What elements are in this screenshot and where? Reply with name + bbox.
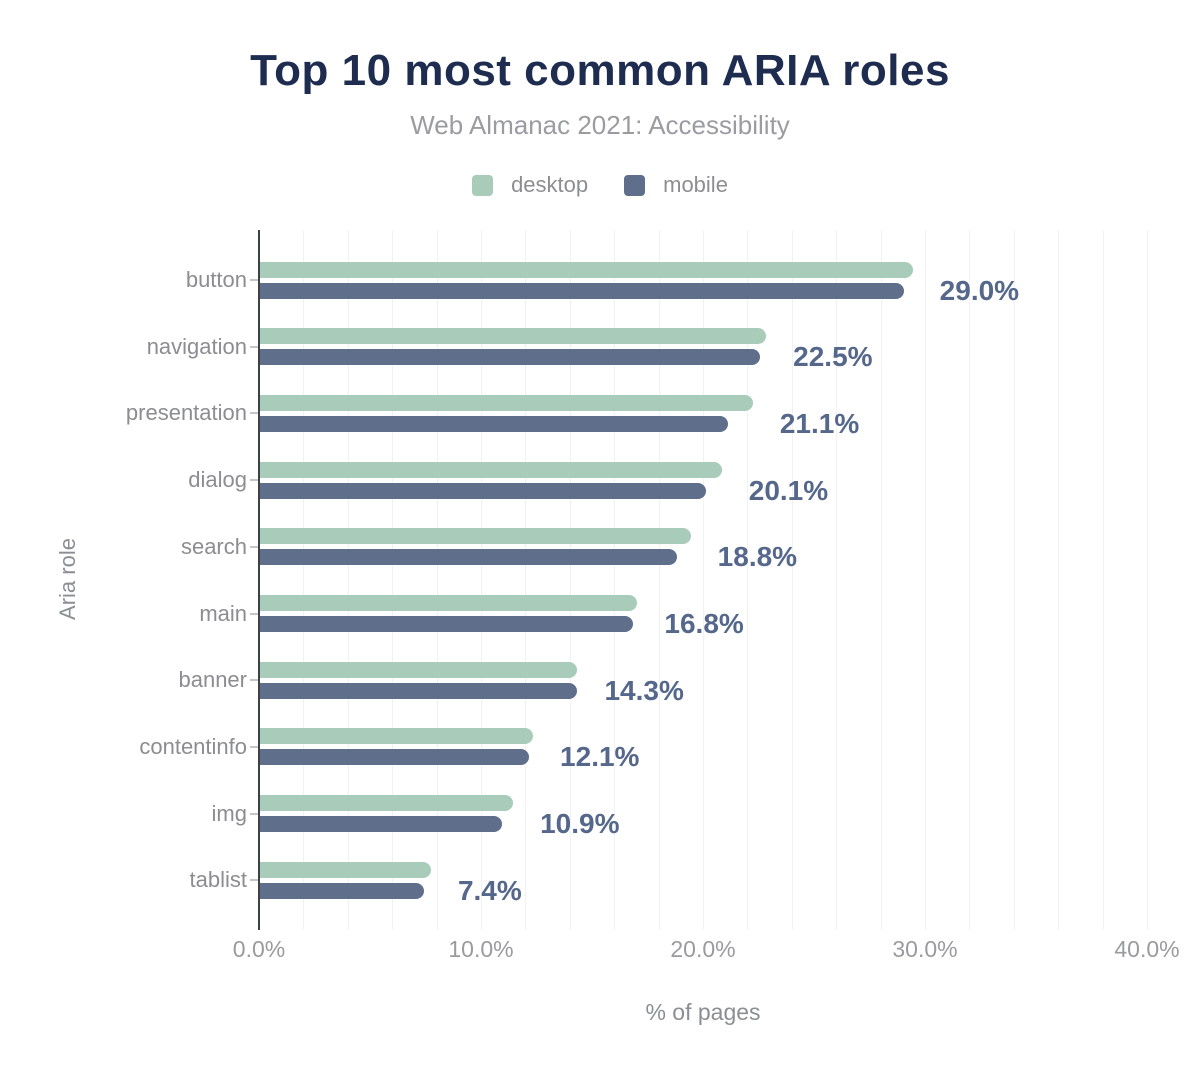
value-label: 7.4% <box>457 874 522 906</box>
category-tick <box>250 612 258 615</box>
value-label: 21.1% <box>779 407 860 439</box>
category-tick <box>250 745 258 748</box>
bar-desktop-contentinfo[interactable] <box>260 728 534 745</box>
bar-desktop-button[interactable] <box>260 261 913 278</box>
gridline <box>436 230 438 930</box>
bar-mobile-contentinfo[interactable] <box>260 749 529 766</box>
category-label: banner <box>178 667 247 693</box>
value-label: 12.1% <box>560 741 640 773</box>
bar-mobile-main[interactable] <box>260 616 633 632</box>
bar-mobile-presentation[interactable] <box>260 415 729 432</box>
legend-item-desktop[interactable]: desktop <box>472 172 588 198</box>
gridline <box>791 230 793 930</box>
bar-mobile-banner[interactable] <box>260 682 578 699</box>
category-tick <box>250 479 258 482</box>
y-axis-title: Aria role <box>55 538 80 620</box>
gridline <box>969 230 971 930</box>
bar-desktop-banner[interactable] <box>260 661 578 678</box>
bar-mobile-tablist[interactable] <box>260 882 425 899</box>
value-label: 20.1% <box>748 474 829 506</box>
category-label: contentinfo <box>139 733 247 759</box>
x-tick-label: 40.0% <box>1114 936 1180 962</box>
gridline <box>658 230 660 930</box>
bar-desktop-img[interactable] <box>260 795 514 812</box>
category-tick <box>250 412 258 415</box>
category-label: main <box>199 600 247 626</box>
chart-subtitle: Web Almanac 2021: Accessibility <box>410 110 790 140</box>
bar-desktop-presentation[interactable] <box>260 394 753 411</box>
gridline <box>347 230 349 930</box>
value-label: 18.8% <box>717 541 798 573</box>
gridline <box>1058 230 1060 930</box>
category-tick <box>250 879 258 882</box>
chart-title: Top 10 most common ARIA roles <box>250 46 950 95</box>
bar-desktop-search[interactable] <box>260 528 691 545</box>
bar-desktop-tablist[interactable] <box>260 861 431 878</box>
category-label: img <box>211 800 247 826</box>
gridline <box>303 230 305 930</box>
gridline <box>481 230 482 930</box>
legend: desktop mobile <box>0 170 1200 200</box>
category-label: presentation <box>125 400 247 426</box>
category-tick <box>250 279 258 281</box>
gridline <box>1013 230 1015 930</box>
value-label: 16.8% <box>664 608 744 639</box>
gridline <box>747 230 749 930</box>
gridline <box>392 230 394 930</box>
legend-swatch-desktop <box>472 174 494 196</box>
gridline <box>703 230 704 930</box>
x-tick-label: 10.0% <box>448 936 514 962</box>
gridline <box>925 230 926 930</box>
legend-label-mobile: mobile <box>663 172 728 197</box>
bar-mobile-navigation[interactable] <box>260 349 760 366</box>
gridline <box>525 230 527 930</box>
bar-mobile-dialog[interactable] <box>260 482 707 499</box>
category-label: navigation <box>146 333 247 359</box>
x-axis-title: % of pages <box>645 999 761 1025</box>
category-label: button <box>185 267 247 292</box>
bar-desktop-navigation[interactable] <box>260 328 767 345</box>
legend-item-mobile[interactable]: mobile <box>624 172 728 198</box>
category-label: search <box>180 533 247 559</box>
x-tick-label: 30.0% <box>892 936 958 962</box>
gridline <box>880 230 882 930</box>
category-tick <box>250 679 258 682</box>
value-label: 22.5% <box>793 341 873 373</box>
legend-label-desktop: desktop <box>511 172 589 197</box>
bar-desktop-dialog[interactable] <box>260 461 722 478</box>
category-tick <box>250 812 258 815</box>
gridline <box>836 230 838 930</box>
gridline <box>569 230 571 930</box>
bar-mobile-search[interactable] <box>260 549 678 566</box>
category-tick <box>250 345 258 348</box>
bar-mobile-img[interactable] <box>260 816 502 833</box>
category-label: dialog <box>188 467 247 493</box>
bar-mobile-button[interactable] <box>260 282 904 299</box>
legend-swatch-mobile <box>624 174 646 196</box>
value-label: 10.9% <box>540 808 620 840</box>
category-tick <box>250 545 258 548</box>
gridline <box>1147 230 1148 930</box>
x-tick-label: 20.0% <box>670 936 736 962</box>
gridline <box>1102 230 1104 930</box>
gridline <box>614 230 616 930</box>
y-axis-line <box>258 230 260 930</box>
x-tick-label: 0.0% <box>232 936 286 962</box>
value-label: 14.3% <box>604 674 684 706</box>
bar-desktop-main[interactable] <box>260 595 638 611</box>
category-label: tablist <box>189 867 247 893</box>
value-label: 29.0% <box>939 274 1020 306</box>
